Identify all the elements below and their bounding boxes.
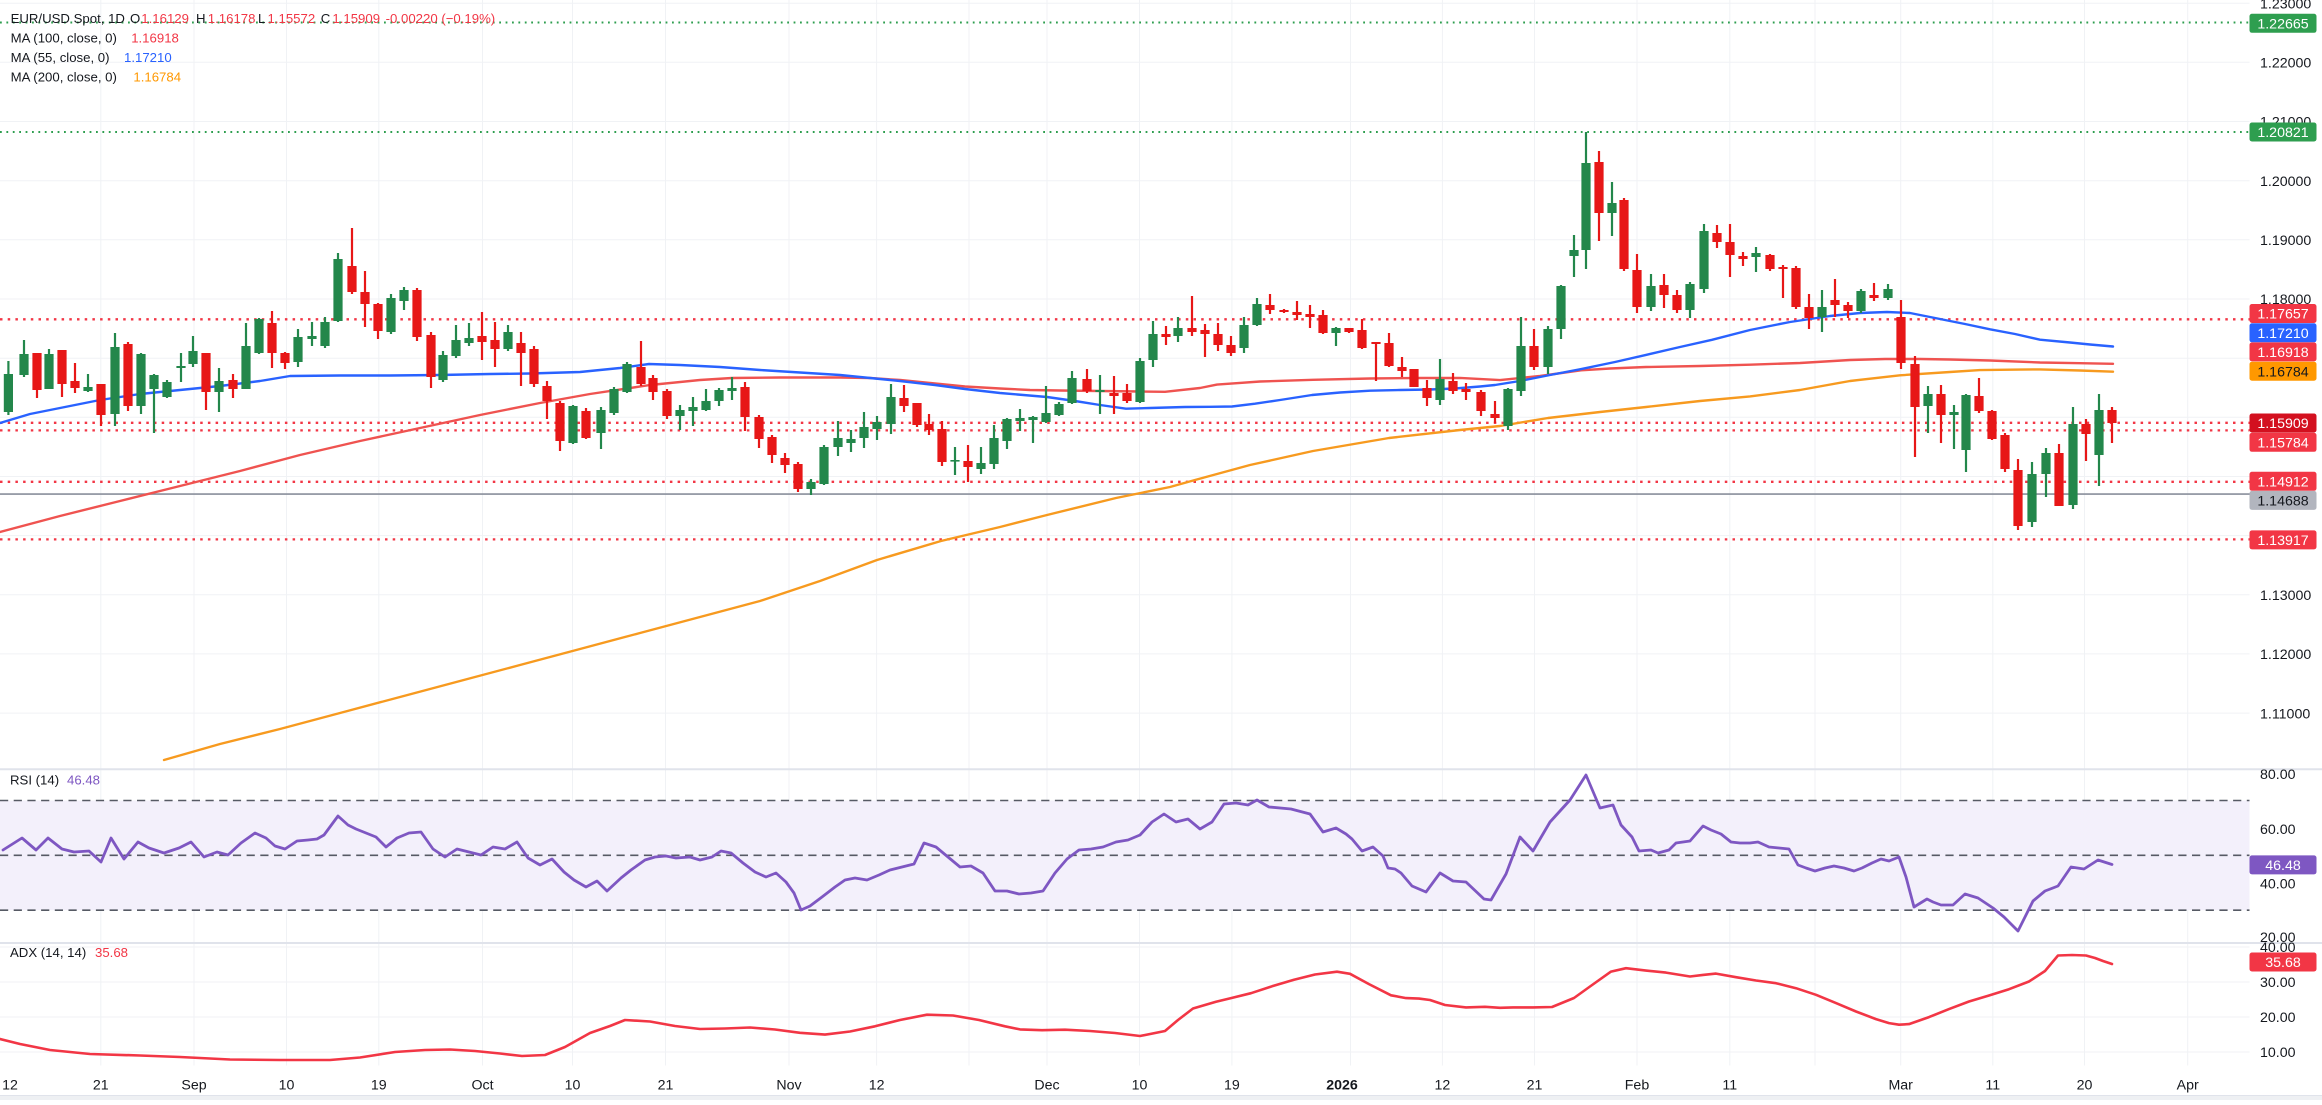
svg-text:1.22000: 1.22000 [2260,56,2311,72]
svg-text:Apr: Apr [2177,1078,2199,1094]
svg-text:1.12000: 1.12000 [2260,647,2311,663]
svg-text:10: 10 [279,1078,295,1094]
svg-text:12: 12 [869,1078,885,1094]
svg-text:46.48: 46.48 [67,773,100,788]
svg-text:1.14912: 1.14912 [2257,475,2308,491]
svg-text:19: 19 [371,1078,387,1094]
svg-text:-0.00220 (−0.19%): -0.00220 (−0.19%) [386,11,496,26]
svg-text:40.00: 40.00 [2260,940,2296,956]
svg-text:MA (100, close, 0): MA (100, close, 0) [11,31,117,46]
svg-text:10.00: 10.00 [2260,1045,2296,1061]
svg-text:1.16129: 1.16129 [141,11,189,26]
svg-text:10: 10 [565,1078,581,1094]
svg-text:C: C [321,11,331,26]
svg-text:21: 21 [1527,1078,1543,1094]
svg-text:20: 20 [2077,1078,2093,1094]
svg-text:1.17210: 1.17210 [2257,326,2308,342]
svg-text:46.48: 46.48 [2265,858,2301,874]
svg-text:2026: 2026 [1326,1078,1358,1094]
svg-text:1.16178: 1.16178 [208,11,256,26]
svg-text:MA (200, close, 0): MA (200, close, 0) [11,70,117,85]
svg-text:MA (55, close, 0): MA (55, close, 0) [11,50,110,65]
svg-text:35.68: 35.68 [95,945,128,960]
svg-text:35.68: 35.68 [2265,955,2301,971]
svg-text:RSI (14): RSI (14) [10,773,59,788]
svg-text:1.13000: 1.13000 [2260,588,2311,604]
svg-text:1.14688: 1.14688 [2257,494,2308,510]
svg-text:ADX (14, 14): ADX (14, 14) [10,945,86,960]
svg-text:20.00: 20.00 [2260,930,2296,946]
svg-text:EUR/USD Spot, 1D: EUR/USD Spot, 1D [11,11,125,26]
svg-text:10: 10 [1132,1078,1148,1094]
svg-text:1.23000: 1.23000 [2260,0,2311,12]
svg-text:Oct: Oct [471,1078,493,1094]
svg-text:Dec: Dec [1034,1078,1059,1094]
svg-text:1.13917: 1.13917 [2257,533,2308,549]
svg-text:21: 21 [658,1078,674,1094]
svg-text:11: 11 [1722,1078,1737,1094]
svg-text:1.20000: 1.20000 [2260,174,2311,190]
svg-text:Nov: Nov [776,1078,802,1094]
svg-text:21: 21 [93,1078,109,1094]
svg-text:1.17657: 1.17657 [2257,307,2308,323]
svg-text:L: L [258,11,265,26]
svg-text:12: 12 [2,1078,18,1094]
svg-text:Feb: Feb [1625,1078,1650,1094]
svg-text:1.15909: 1.15909 [2257,416,2308,432]
svg-text:20.00: 20.00 [2260,1010,2296,1026]
svg-text:1.16918: 1.16918 [2257,345,2308,361]
svg-text:1.11000: 1.11000 [2260,706,2310,722]
svg-text:1.16784: 1.16784 [2257,364,2308,380]
svg-text:40.00: 40.00 [2260,876,2296,892]
svg-text:1.22665: 1.22665 [2257,17,2308,33]
svg-text:1.15784: 1.15784 [2257,436,2308,452]
svg-text:1.17210: 1.17210 [124,50,172,65]
svg-text:1.15572: 1.15572 [268,11,316,26]
svg-text:1.16784: 1.16784 [133,70,181,85]
svg-text:1.19000: 1.19000 [2260,233,2311,249]
svg-text:H: H [196,11,206,26]
svg-text:60.00: 60.00 [2260,822,2296,838]
svg-text:30.00: 30.00 [2260,975,2296,991]
svg-text:O: O [130,11,140,26]
svg-text:19: 19 [1224,1078,1240,1094]
svg-text:Mar: Mar [1888,1078,1913,1094]
svg-text:11: 11 [1985,1078,2000,1094]
svg-text:Sep: Sep [181,1078,206,1094]
svg-text:1.20821: 1.20821 [2257,125,2308,141]
svg-text:12: 12 [1435,1078,1451,1094]
svg-text:1.16918: 1.16918 [131,31,179,46]
svg-text:80.00: 80.00 [2260,767,2296,783]
svg-text:1.15909: 1.15909 [332,11,380,26]
